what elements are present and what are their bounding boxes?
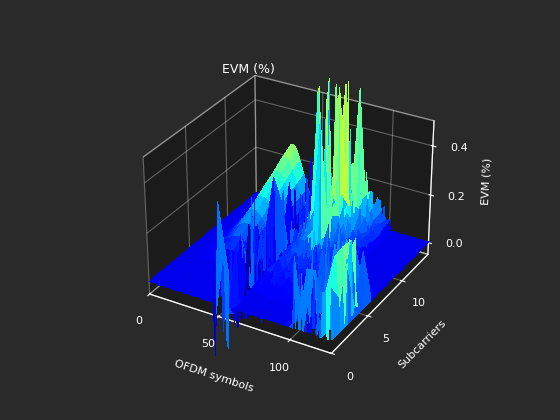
Text: EVM (%): EVM (%) bbox=[222, 63, 275, 76]
Y-axis label: Subcarriers: Subcarriers bbox=[396, 318, 448, 370]
X-axis label: OFDM symbols: OFDM symbols bbox=[173, 358, 254, 394]
